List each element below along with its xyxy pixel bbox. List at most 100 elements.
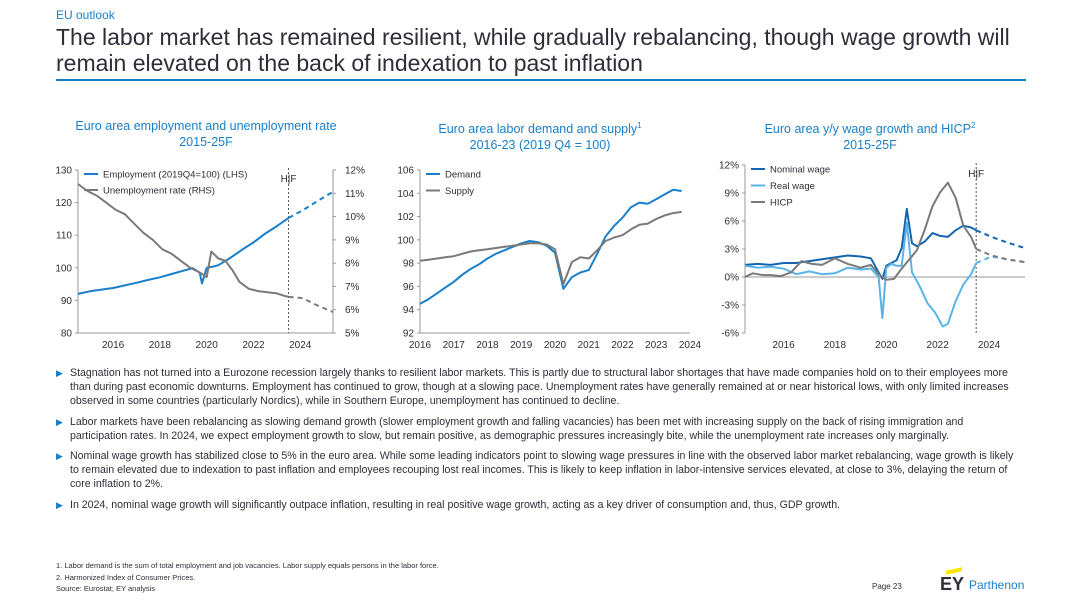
y-tick-label: 130 xyxy=(55,166,72,177)
x-tick-label: 2019 xyxy=(510,340,533,351)
y-tick-label: 110 xyxy=(56,231,72,242)
x-tick-label: 2023 xyxy=(645,340,668,351)
x-tick-label: 2018 xyxy=(824,340,847,351)
forecast-marker-label: H|F xyxy=(281,174,297,185)
y-tick-label: 0% xyxy=(725,273,740,284)
bullet-text: In 2024, nominal wage growth will signif… xyxy=(70,498,841,511)
footnote-1: 1. Labor demand is the sum of total empl… xyxy=(56,561,439,570)
bullet-list: ▶ Stagnation has not turned into a Eurozo… xyxy=(56,366,1022,518)
y-tick-label: 80 xyxy=(61,329,73,340)
y-right-tick-label: 10% xyxy=(345,212,365,223)
y-right-tick-label: 6% xyxy=(345,305,360,316)
bullet-text: Stagnation has not turned into a Eurozon… xyxy=(70,367,1009,408)
forecast-marker-label: H|F xyxy=(968,169,984,180)
bullet-item: ▶ Stagnation has not turned into a Eurozo… xyxy=(56,366,1022,409)
series-line-hicp xyxy=(744,181,978,281)
y-tick-label: 102 xyxy=(397,212,414,223)
y-right-tick-label: 5% xyxy=(345,329,360,340)
chart2-footnote-ref: 1 xyxy=(637,121,642,130)
x-tick-label: 2017 xyxy=(443,340,466,351)
chart2-title: Euro area labor demand and supply1 2016-… xyxy=(375,118,705,153)
chart3-title: Euro area y/y wage growth and HICP2 2015… xyxy=(705,118,1035,153)
x-tick-label: 2016 xyxy=(102,340,125,351)
y-tick-label: 106 xyxy=(397,166,414,177)
series-line-unemployment-forecast xyxy=(288,295,334,313)
x-tick-label: 2020 xyxy=(544,340,567,351)
footnotes: 1. Labor demand is the sum of total empl… xyxy=(56,560,439,595)
y-tick-label: 90 xyxy=(61,296,73,307)
y-tick-label: 92 xyxy=(403,329,415,340)
chart1-title-line1: Euro area employment and unemployment ra… xyxy=(75,119,337,133)
y-tick-label: -6% xyxy=(721,329,739,340)
y-tick-label: 104 xyxy=(397,189,414,200)
chart3-footnote-ref: 2 xyxy=(970,121,976,130)
y-tick-label: 3% xyxy=(725,245,740,256)
y-tick-label: 100 xyxy=(397,235,414,246)
bullet-triangle-icon: ▶ xyxy=(56,368,63,378)
chart1-title-line2: 2015-25F xyxy=(179,135,233,149)
legend-label: Nominal wage xyxy=(770,165,830,176)
source-note: Source: Eurostat; EY analysis xyxy=(56,584,156,593)
wage-growth-hicp-chart: 12% 9% 6% 3% 0% -3% -6% 2016 2018 2020 2022 2024 H|F… xyxy=(719,161,1026,351)
legend-label: HICP xyxy=(770,198,793,209)
bullet-item: ▶ Labor markets have been rebalancing as … xyxy=(56,415,1022,443)
legend-label: Employment (2019Q4=100) (LHS) xyxy=(103,170,247,181)
chart2-title-line1: Euro area labor demand and supply xyxy=(438,122,638,137)
series-line-hicp-forecast xyxy=(975,248,1026,264)
y-right-tick-label: 11% xyxy=(345,189,364,200)
chart1-title: Euro area employment and unemployment ra… xyxy=(41,118,371,150)
series-line-unemployment-rate-rhs- xyxy=(77,183,289,298)
title-divider xyxy=(56,79,1026,81)
x-tick-label: 2022 xyxy=(927,340,950,351)
chart3-title-line1: Euro area y/y wage growth and HICP xyxy=(764,122,971,137)
x-tick-label: 2016 xyxy=(409,340,432,351)
x-tick-label: 2016 xyxy=(772,340,795,351)
y-tick-label: 100 xyxy=(55,263,72,274)
bullet-text: Nominal wage growth has stabilized close… xyxy=(70,450,1014,491)
x-tick-label: 2018 xyxy=(476,340,499,351)
x-tick-label: 2024 xyxy=(289,340,312,351)
x-tick-label: 2021 xyxy=(578,340,601,351)
y-right-tick-label: 12% xyxy=(345,166,365,177)
ey-parthenon-logo: EY Parthenon xyxy=(940,566,1030,596)
legend-label: Demand xyxy=(445,170,481,181)
legend-label: Supply xyxy=(445,186,474,197)
employment-unemployment-chart: 130 120 110 100 90 80 12% 11% 10% 9% 8% 7% 6% 5% 2016 2… xyxy=(55,166,365,352)
chart3-title-line2: 2015-25F xyxy=(843,138,897,153)
x-tick-label: 2020 xyxy=(196,340,219,351)
y-tick-label: 120 xyxy=(55,198,72,209)
y-tick-label: 96 xyxy=(403,282,415,293)
series-line-real-wage-forecast xyxy=(975,255,1026,264)
bullet-triangle-icon: ▶ xyxy=(56,416,63,427)
series-line-real-wage xyxy=(744,221,978,328)
y-tick-label: 6% xyxy=(725,217,740,228)
x-tick-label: 2024 xyxy=(679,340,702,351)
x-tick-label: 2024 xyxy=(978,340,1001,351)
y-tick-label: 98 xyxy=(403,259,415,270)
chart2-title-line2: 2016-23 (2019 Q4 = 100) xyxy=(469,138,611,153)
y-right-tick-label: 8% xyxy=(345,259,360,270)
series-line-supply xyxy=(419,210,682,286)
series-line-nominal-wage-forecast xyxy=(975,229,1026,250)
bullet-item: ▶ Nominal wage growth has stabilized clos… xyxy=(56,449,1022,492)
y-right-tick-label: 9% xyxy=(345,235,360,246)
bullet-triangle-icon: ▶ xyxy=(56,499,63,510)
y-right-tick-label: 7% xyxy=(345,282,360,293)
ey-logo-text: EY xyxy=(940,574,965,594)
page-number: Page 23 xyxy=(872,582,902,591)
y-tick-label: 9% xyxy=(725,189,740,200)
legend-label: Real wage xyxy=(770,181,815,192)
y-tick-label: -3% xyxy=(721,301,739,312)
x-tick-label: 2022 xyxy=(611,340,634,351)
bullet-triangle-icon: ▶ xyxy=(56,451,63,462)
series-line-demand xyxy=(419,188,682,305)
x-tick-label: 2020 xyxy=(875,340,898,351)
footnote-2: 2. Harmonized Index of Consumer Prices. xyxy=(56,572,196,582)
y-tick-label: 94 xyxy=(403,305,415,316)
legend-label: Unemployment rate (RHS) xyxy=(103,186,215,197)
section-kicker: EU outlook xyxy=(56,8,115,22)
x-tick-label: 2018 xyxy=(149,340,172,351)
parthenon-logo-text: Parthenon xyxy=(969,578,1025,592)
page-title: The labor market has remained resilient,… xyxy=(56,24,1010,76)
